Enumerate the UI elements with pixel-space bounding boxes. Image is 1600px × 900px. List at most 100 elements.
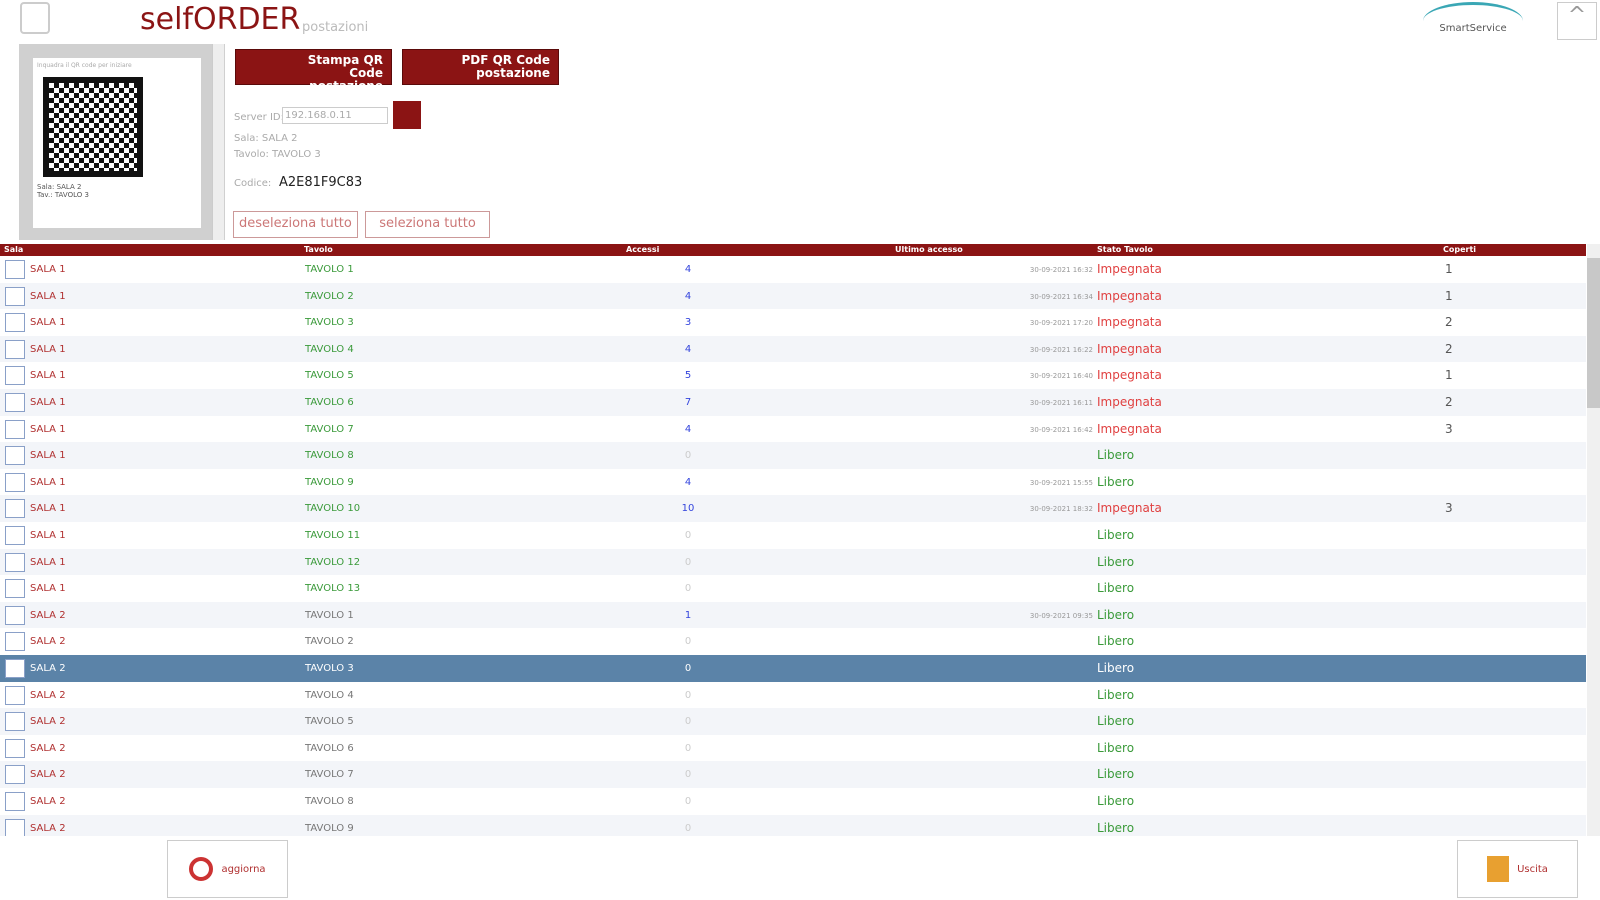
row-checkbox[interactable] <box>5 446 25 466</box>
table-row[interactable]: SALA 1 TAVOLO 12 0 Libero <box>0 548 1586 576</box>
cell-sala: SALA 2 <box>30 742 66 754</box>
row-checkbox[interactable] <box>5 738 25 758</box>
cell-tavolo: TAVOLO 10 <box>305 503 361 515</box>
row-checkbox[interactable] <box>5 366 25 386</box>
table-row[interactable]: SALA 1 TAVOLO 3 3 30-09-2021 17:20 Impegnata… <box>0 309 1586 336</box>
row-checkbox[interactable] <box>5 552 25 572</box>
row-checkbox[interactable] <box>5 632 25 652</box>
preview-scrollbar[interactable] <box>212 44 224 240</box>
cell-tavolo: TAVOLO 7 <box>305 423 354 435</box>
column-header: Stato Tavolo <box>1097 245 1153 254</box>
table-row[interactable]: SALA 2 TAVOLO 9 0 Libero <box>0 814 1586 836</box>
row-checkbox[interactable] <box>5 818 25 836</box>
table-row[interactable]: SALA 1 TAVOLO 6 7 30-09-2021 16:11 Impegnata… <box>0 389 1586 416</box>
table-row[interactable]: SALA 2 TAVOLO 8 0 Libero <box>0 788 1586 815</box>
table-row[interactable]: SALA 1 TAVOLO 8 0 Libero <box>0 442 1586 469</box>
cell-coperti: 3 <box>1445 501 1453 516</box>
cell-sala: SALA 2 <box>30 689 66 701</box>
row-checkbox[interactable] <box>5 526 25 545</box>
cell-accessi: 4 <box>684 476 692 488</box>
qr-caption: Inquadra il QR code per iniziare <box>37 62 132 69</box>
cell-accessi: 0 <box>684 450 692 462</box>
cell-accessi: 0 <box>684 530 692 541</box>
table-row[interactable]: SALA 2 TAVOLO 7 0 Libero <box>0 761 1586 788</box>
cell-sala: SALA 2 <box>30 796 66 807</box>
cell-ultimo-accesso: 30-09-2021 17:20 <box>1029 319 1093 328</box>
cell-stato: Libero <box>1097 820 1135 835</box>
row-checkbox[interactable] <box>5 712 25 732</box>
cell-sala: SALA 1 <box>30 583 66 595</box>
deselect-all-button[interactable]: deseleziona tutto <box>233 211 358 238</box>
row-checkbox[interactable] <box>5 286 25 306</box>
cell-ultimo-accesso: 30-09-2021 16:40 <box>1029 372 1093 381</box>
cell-tavolo: TAVOLO 12 <box>305 556 361 568</box>
cell-tavolo: TAVOLO 2 <box>305 290 354 302</box>
row-checkbox[interactable] <box>5 499 25 519</box>
cell-coperti: 1 <box>1445 262 1453 276</box>
cell-stato: Libero <box>1097 661 1135 675</box>
row-checkbox[interactable] <box>5 659 25 678</box>
row-checkbox[interactable] <box>5 339 25 359</box>
pdf-qr-button[interactable]: PDF QR Code postazione <box>402 49 559 85</box>
exit-button[interactable]: Uscita <box>1457 840 1578 898</box>
table-row[interactable]: SALA 2 TAVOLO 5 0 Libero <box>0 708 1586 735</box>
table-row[interactable]: SALA 2 TAVOLO 1 1 30-09-2021 09:35 Libero <box>0 601 1586 629</box>
cell-stato: Libero <box>1097 528 1135 542</box>
row-checkbox[interactable] <box>5 260 25 279</box>
row-checkbox[interactable] <box>5 605 25 625</box>
table-row[interactable]: SALA 2 TAVOLO 2 0 Libero <box>0 628 1586 655</box>
row-checkbox[interactable] <box>5 313 25 333</box>
table-row[interactable]: SALA 2 TAVOLO 6 0 Libero <box>0 734 1586 762</box>
table: Sala Tavolo Accessi Ultimo accesso Stato Tav… <box>0 244 1586 836</box>
table-row[interactable]: SALA 1 TAVOLO 7 4 30-09-2021 16:42 Impegnata… <box>0 415 1586 443</box>
cell-stato: Impegnata <box>1097 315 1162 330</box>
cell-tavolo: TAVOLO 5 <box>305 716 354 728</box>
table-row[interactable]: SALA 1 TAVOLO 13 0 Libero <box>0 575 1586 602</box>
server-input[interactable]: 192.168.0.11 <box>282 107 388 124</box>
cell-stato: Libero <box>1097 634 1135 649</box>
table-row[interactable]: SALA 2 TAVOLO 4 0 Libero <box>0 681 1586 709</box>
row-checkbox[interactable] <box>5 472 25 492</box>
qr-sala-label: Sala: <box>37 183 55 191</box>
table-row[interactable]: SALA 1 TAVOLO 10 10 30-09-2021 18:32 Impegna… <box>0 495 1586 522</box>
table-row[interactable]: SALA 1 TAVOLO 4 4 30-09-2021 16:22 Impegnata… <box>0 335 1586 363</box>
refresh-button[interactable]: aggiorna <box>167 840 288 898</box>
cell-tavolo: TAVOLO 5 <box>305 370 354 382</box>
column-header: Coperti <box>1443 245 1477 254</box>
cell-accessi: 0 <box>684 663 692 674</box>
cell-stato: Libero <box>1097 767 1135 782</box>
cell-tavolo: TAVOLO 4 <box>305 343 354 355</box>
cell-ultimo-accesso: 30-09-2021 09:35 <box>1029 611 1093 620</box>
cell-ultimo-accesso: 30-09-2021 15:55 <box>1029 478 1093 487</box>
cell-accessi: 0 <box>684 556 692 568</box>
cell-accessi: 1 <box>684 609 692 621</box>
row-checkbox[interactable] <box>5 579 25 599</box>
select-all-button[interactable]: seleziona tutto <box>365 211 490 238</box>
table-row[interactable]: SALA 1 TAVOLO 11 0 Libero <box>0 522 1586 549</box>
cell-sala: SALA 2 <box>30 769 66 781</box>
table-scrollbar[interactable] <box>1587 244 1600 836</box>
qr-tavolo: TAVOLO 3 <box>54 191 89 199</box>
cell-sala: SALA 1 <box>30 370 66 382</box>
scroll-up-button[interactable]: ^ <box>1557 2 1597 40</box>
column-header: Ultimo accesso <box>895 245 963 254</box>
cell-ultimo-accesso: 30-09-2021 16:34 <box>1029 292 1093 301</box>
cell-accessi: 7 <box>684 397 692 408</box>
cell-accessi: 0 <box>684 583 692 595</box>
table-row-selected[interactable]: SALA 2 TAVOLO 3 0 Libero <box>0 655 1586 682</box>
row-checkbox[interactable] <box>5 765 25 785</box>
table-row[interactable]: SALA 1 TAVOLO 5 5 30-09-2021 16:40 Impegnata… <box>0 362 1586 389</box>
row-checkbox[interactable] <box>5 419 25 439</box>
cell-tavolo: TAVOLO 6 <box>305 397 354 408</box>
cell-accessi: 4 <box>684 343 692 355</box>
row-checkbox[interactable] <box>5 685 25 705</box>
cell-tavolo: TAVOLO 7 <box>305 769 354 781</box>
table-row[interactable]: SALA 1 TAVOLO 9 4 30-09-2021 15:55 Libero <box>0 468 1586 496</box>
table-row[interactable]: SALA 1 TAVOLO 1 4 30-09-2021 16:32 Impegnata… <box>0 256 1586 283</box>
row-checkbox[interactable] <box>5 792 25 811</box>
server-apply-button[interactable] <box>393 101 421 129</box>
print-qr-button[interactable]: Stampa QR Code postazione <box>235 49 392 93</box>
cell-tavolo: TAVOLO 1 <box>305 609 354 621</box>
table-row[interactable]: SALA 1 TAVOLO 2 4 30-09-2021 16:34 Impegnata… <box>0 282 1586 310</box>
row-checkbox[interactable] <box>5 393 25 412</box>
